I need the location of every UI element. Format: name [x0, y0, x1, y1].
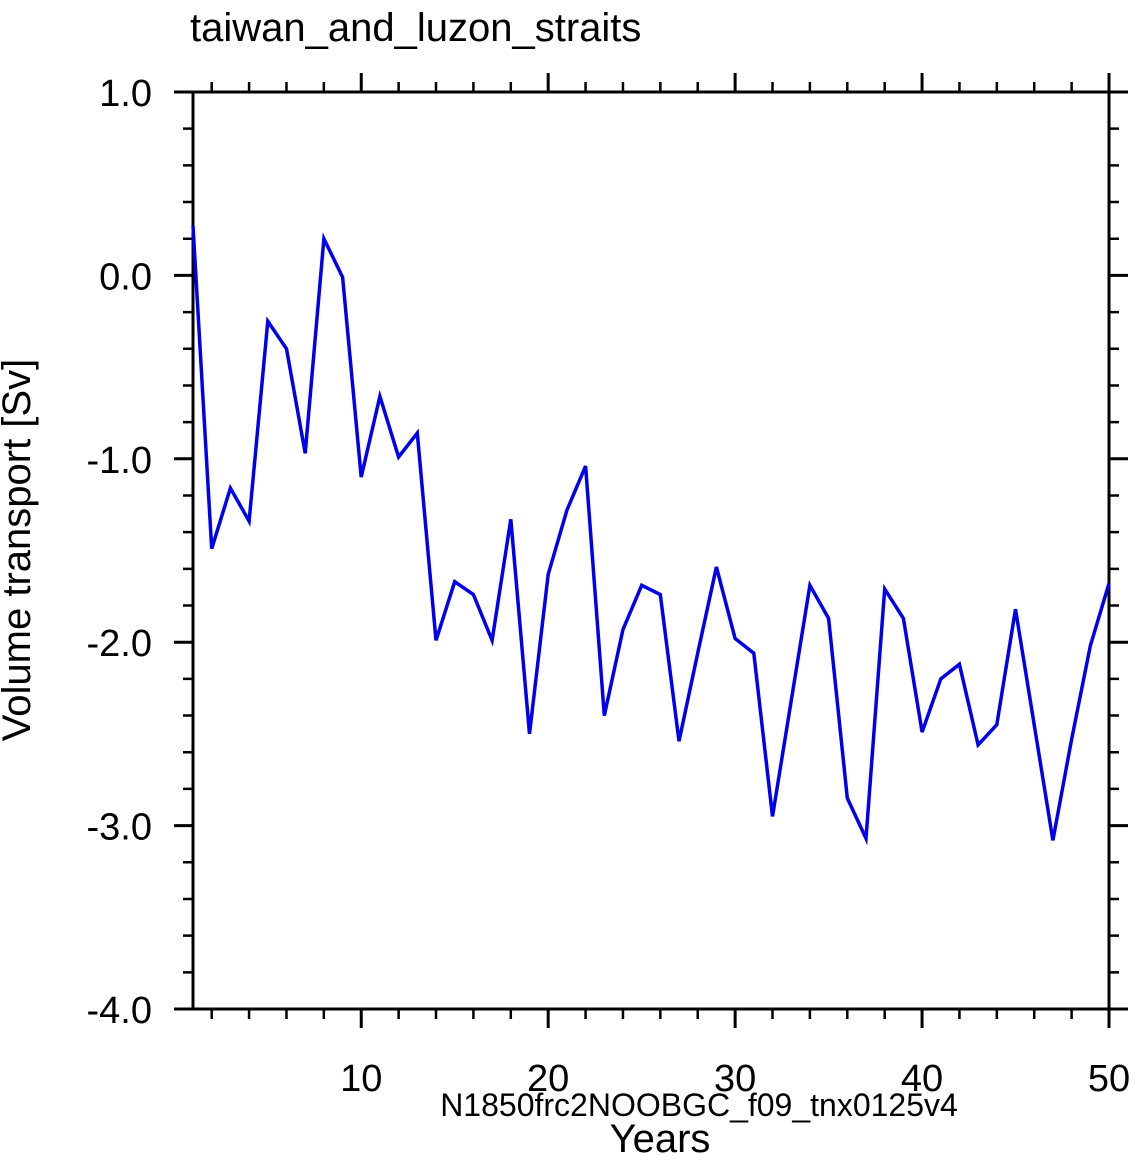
y-tick-label: -4.0 [87, 990, 152, 1032]
x-axis-title: Years [610, 1117, 711, 1159]
y-tick-label: 1.0 [99, 73, 152, 115]
x-tick-label: 20 [527, 1058, 569, 1100]
y-tick-label: -3.0 [87, 807, 152, 849]
y-tick-label: 0.0 [99, 256, 152, 298]
x-tick-label: 50 [1088, 1058, 1130, 1100]
chart-title: taiwan_and_luzon_straits [190, 6, 641, 50]
y-tick-label: -1.0 [87, 440, 152, 482]
plot-frame [191, 90, 1111, 1011]
y-tick-label: -2.0 [87, 623, 152, 665]
volume-transport-series-line [191, 225, 1111, 846]
run-name-annotation: N1850frc2NOOBGC_f09_tnx0125v4 [440, 1087, 958, 1123]
y-axis-tick-labels: 1.0 0.0 -1.0 -2.0 -3.0 -4.0 [87, 73, 152, 1032]
major-tick-marks [174, 73, 1128, 1028]
y-axis-title: Volume transport [Sv] [0, 359, 39, 741]
x-tick-label: 40 [901, 1058, 943, 1100]
x-tick-label: 10 [340, 1058, 382, 1100]
minor-tick-marks [183, 82, 1119, 1019]
x-tick-label: 30 [714, 1058, 756, 1100]
x-axis-tick-labels: 10 20 30 40 50 [340, 1058, 1130, 1100]
